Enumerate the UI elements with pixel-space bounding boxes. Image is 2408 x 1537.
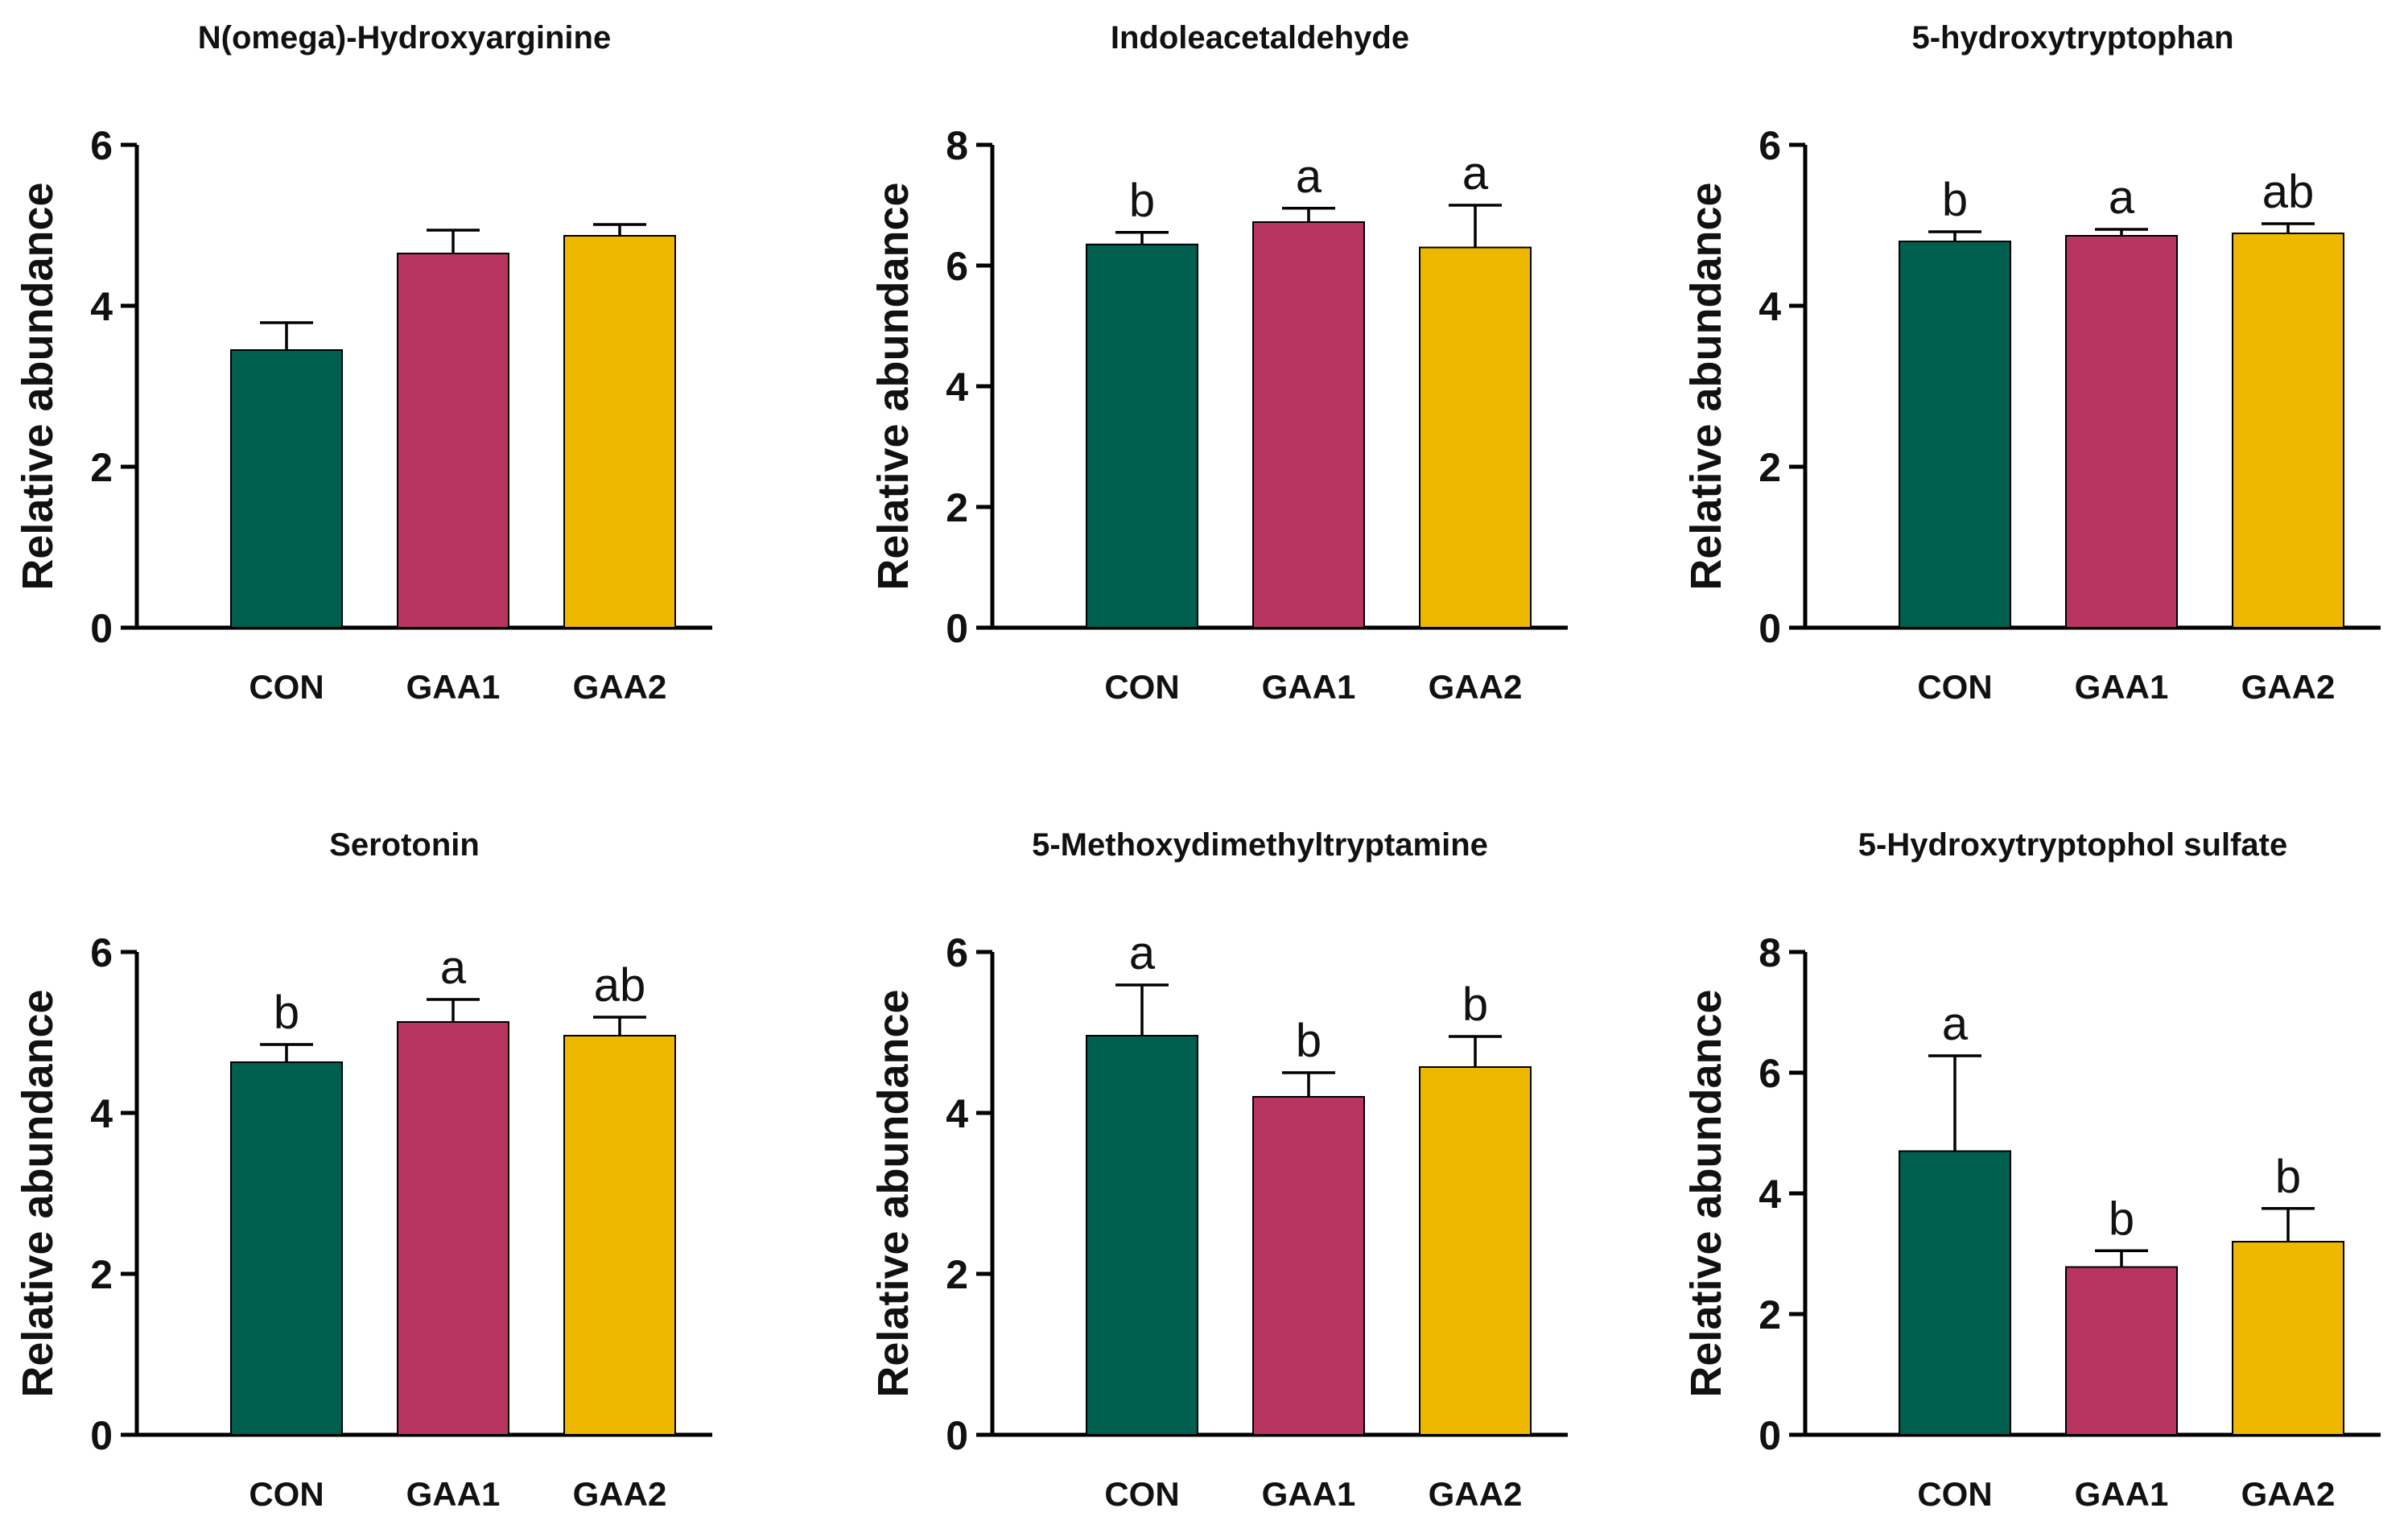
chart-title: 5-Methoxydimethyltryptamine [1032, 827, 1488, 863]
significance-label: a [2109, 171, 2135, 224]
bar-gaa1 [2065, 235, 2178, 628]
significance-label: a [1296, 150, 1322, 203]
x-tick-label: CON [1917, 668, 1992, 706]
bar-con [1899, 1150, 2011, 1436]
x-tick-label: GAA1 [1262, 668, 1356, 706]
significance-label: b [274, 987, 299, 1039]
bar-gaa1 [1252, 1096, 1365, 1436]
bar-con [230, 349, 343, 628]
y-tick-label: 4 [1759, 284, 1781, 329]
bar-con [230, 1061, 343, 1436]
x-tick-label: CON [1104, 668, 1179, 706]
x-tick-label: GAA1 [406, 668, 501, 706]
bar-con [1086, 243, 1198, 628]
bar-gaa2 [563, 235, 676, 628]
significance-label: b [1129, 175, 1155, 227]
chart-panel: N(omega)-Hydroxyarginine Relative abundan… [14, 20, 712, 706]
significance-label: a [1462, 147, 1489, 200]
y-tick-label: 4 [946, 1091, 968, 1136]
y-axis-label: Relative abundance [14, 989, 62, 1397]
x-tick-label: GAA2 [2241, 668, 2336, 706]
chart-title: Serotonin [329, 827, 480, 863]
y-tick-label: 6 [1759, 1051, 1781, 1096]
y-tick-label: 8 [946, 123, 968, 168]
x-tick-label: CON [1917, 1475, 1992, 1513]
significance-label: b [1296, 1015, 1322, 1067]
y-tick-label: 0 [1759, 606, 1781, 651]
bar-gaa2 [2232, 233, 2344, 628]
chart-title: 5-hydroxytryptophan [1911, 20, 2233, 56]
y-axis-label: Relative abundance [1682, 182, 1730, 590]
y-tick-label: 0 [946, 606, 968, 651]
bar-gaa2 [1419, 246, 1532, 628]
y-axis-label: Relative abundance [869, 989, 917, 1397]
y-tick-label: 0 [90, 606, 113, 651]
x-tick-label: GAA1 [1262, 1475, 1356, 1513]
x-tick-label: GAA1 [2075, 668, 2169, 706]
chart-panel: 5-hydroxytryptophan Relative abundance 0 2 4… [1682, 20, 2381, 706]
y-tick-label: 2 [946, 1252, 968, 1297]
significance-label: b [2275, 1151, 2301, 1203]
y-tick-label: 6 [90, 930, 113, 975]
bar-gaa1 [397, 253, 509, 628]
x-tick-label: GAA2 [2241, 1475, 2336, 1513]
significance-label: a [1942, 998, 1969, 1050]
x-tick-label: GAA2 [573, 668, 667, 706]
x-tick-label: CON [249, 1475, 324, 1513]
chart-title: Indoleacetaldehyde [1111, 20, 1409, 56]
y-tick-label: 4 [946, 365, 968, 410]
significance-label: ab [2262, 166, 2315, 218]
y-axis-label: Relative abundance [1682, 989, 1730, 1397]
bar-gaa2 [563, 1035, 676, 1436]
y-tick-label: 4 [90, 1091, 113, 1136]
y-tick-label: 6 [90, 123, 113, 168]
chart-panel: Serotonin Relative abundance 0 2 4 6 b CON a GAA1… [14, 827, 712, 1513]
y-tick-label: 6 [946, 930, 968, 975]
x-tick-label: GAA2 [573, 1475, 667, 1513]
y-tick-label: 0 [946, 1413, 968, 1458]
bar-con [1899, 241, 2011, 628]
bar-gaa2 [1419, 1066, 1532, 1436]
y-tick-label: 4 [1759, 1172, 1781, 1217]
bar-gaa1 [1252, 221, 1365, 628]
y-tick-label: 4 [90, 284, 113, 329]
y-tick-label: 2 [1759, 445, 1781, 490]
significance-label: a [1129, 927, 1156, 979]
y-tick-label: 6 [946, 244, 968, 289]
chart-panel: Indoleacetaldehyde Relative abundance 0 2 4 6… [869, 20, 1568, 706]
significance-label: ab [594, 959, 646, 1012]
x-tick-label: CON [249, 668, 324, 706]
x-tick-label: GAA2 [1429, 1475, 1523, 1513]
significance-label: b [1942, 174, 1968, 226]
y-axis-label: Relative abundance [14, 182, 62, 590]
x-tick-label: GAA1 [2075, 1475, 2169, 1513]
x-tick-label: CON [1104, 1475, 1179, 1513]
y-tick-label: 0 [90, 1413, 113, 1458]
y-tick-label: 8 [1759, 930, 1781, 975]
chart-title: N(omega)-Hydroxyarginine [198, 20, 611, 56]
x-tick-label: GAA2 [1429, 668, 1523, 706]
significance-label: a [440, 942, 467, 994]
bar-gaa1 [397, 1021, 509, 1436]
chart-panel: 5-Methoxydimethyltryptamine Relative abun… [869, 827, 1568, 1513]
significance-label: b [2109, 1193, 2134, 1245]
y-tick-label: 2 [946, 485, 968, 530]
chart-panel: 5-Hydroxytryptophol sulfate Relative abun… [1682, 827, 2381, 1513]
y-tick-label: 2 [1759, 1292, 1781, 1337]
y-tick-label: 0 [1759, 1413, 1781, 1458]
y-tick-label: 6 [1759, 123, 1781, 168]
y-tick-label: 2 [90, 445, 113, 490]
bar-con [1086, 1035, 1198, 1436]
bar-gaa1 [2065, 1266, 2178, 1436]
x-tick-label: GAA1 [406, 1475, 501, 1513]
bar-gaa2 [2232, 1241, 2344, 1436]
significance-label: b [1462, 979, 1488, 1031]
y-axis-label: Relative abundance [869, 182, 917, 590]
chart-title: 5-Hydroxytryptophol sulfate [1858, 827, 2287, 863]
y-tick-label: 2 [90, 1252, 113, 1297]
